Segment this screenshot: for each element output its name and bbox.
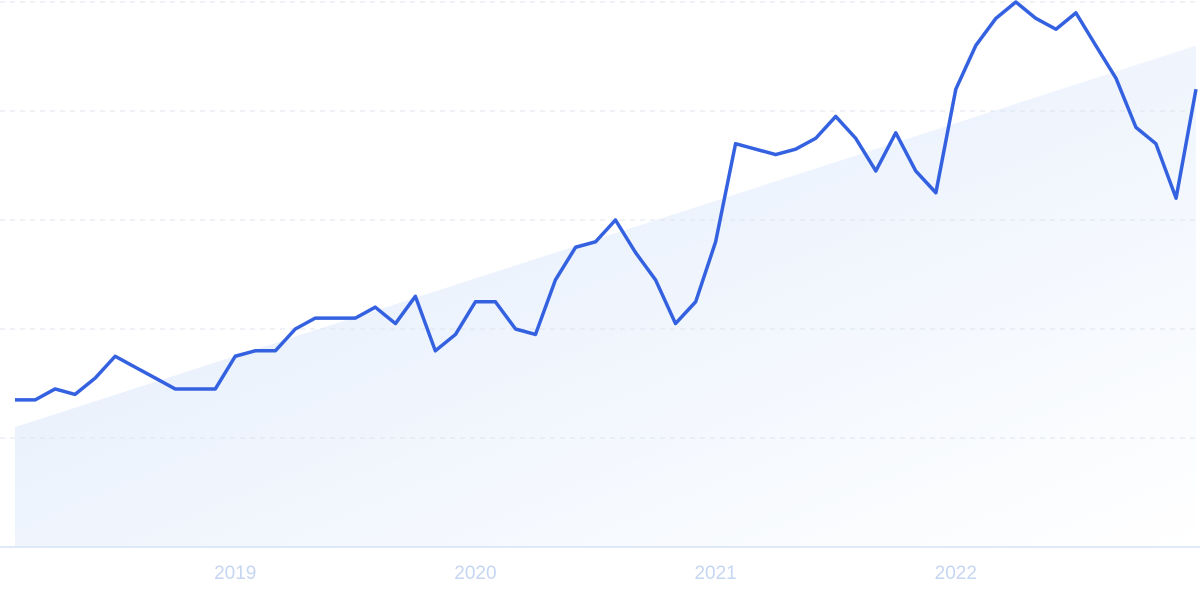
x-tick-label: 2019	[214, 563, 256, 584]
x-tick-label: 2020	[454, 563, 496, 584]
x-tick-label: 2021	[694, 563, 736, 584]
x-tick-label: 2022	[935, 563, 977, 584]
trend-area	[15, 45, 1196, 547]
line	[15, 0, 1198, 402]
